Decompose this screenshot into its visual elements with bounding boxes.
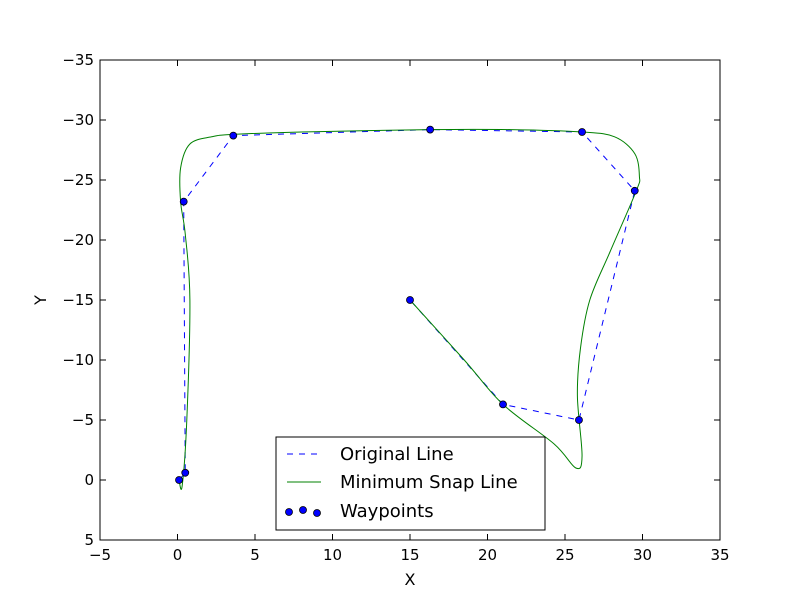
legend: Original Line Minimum Snap Line Waypoint… (275, 436, 546, 531)
waypoint-marker (179, 197, 188, 206)
waypoint-marker (175, 476, 183, 484)
x-tick-label: −5 (89, 546, 111, 564)
x-tick-label: 15 (400, 546, 419, 564)
x-tick-label: 20 (478, 546, 497, 564)
y-axis-label: Y (31, 295, 50, 306)
waypoint-layer (175, 125, 639, 484)
waypoint-marker (181, 468, 190, 477)
x-tick-label: 30 (633, 546, 652, 564)
legend-box (275, 436, 546, 531)
legend-swatch-waypoint-marker (299, 506, 307, 514)
legend-swatch-waypoint-marker (313, 509, 321, 517)
x-tick-label: 35 (710, 546, 729, 564)
y-tick-label: −35 (62, 51, 94, 69)
y-tick-label: −5 (72, 411, 94, 429)
y-tick-label: −30 (62, 111, 94, 129)
waypoint-marker (499, 400, 507, 409)
legend-swatch-waypoint-marker (285, 508, 293, 516)
y-tick-label: 5 (84, 531, 94, 549)
legend-entry-waypoints: Waypoints (340, 501, 434, 522)
x-tick-label: 10 (323, 546, 342, 564)
waypoint-marker (630, 186, 639, 195)
x-tick-label: 5 (250, 546, 260, 564)
original-line-series (178, 129, 636, 481)
x-tick-label: 0 (173, 546, 183, 564)
x-tick-label: 25 (555, 546, 574, 564)
y-tick-label: −20 (62, 231, 94, 249)
waypoint-marker (426, 125, 435, 134)
waypoint-marker (229, 131, 238, 140)
waypoint-marker (575, 416, 583, 424)
y-tick-label: −25 (62, 171, 94, 189)
y-tick-label: 0 (84, 471, 94, 489)
legend-entry-minimum-snap-line: Minimum Snap Line (340, 472, 518, 493)
waypoint-marker (406, 296, 414, 304)
x-axis: −5 0 5 10 15 20 25 30 35 (89, 60, 730, 564)
waypoint-marker (578, 128, 586, 136)
y-tick-label: −15 (62, 291, 94, 309)
y-tick-label: −10 (62, 351, 94, 369)
y-axis: 5 0 −5 −10 −15 −20 −25 −30 −35 (62, 51, 720, 549)
legend-entry-original-line: Original Line (340, 444, 454, 465)
x-axis-label: X (405, 570, 416, 589)
